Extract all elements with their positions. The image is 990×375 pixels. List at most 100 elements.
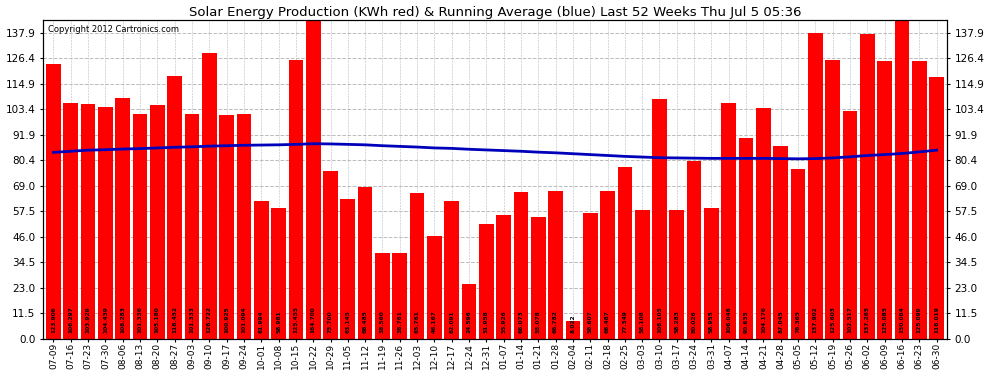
Text: 76.365: 76.365 [796, 310, 801, 333]
Text: 66.782: 66.782 [553, 310, 558, 333]
Text: 66.073: 66.073 [519, 311, 524, 333]
Bar [583, 213, 598, 339]
Text: 80.026: 80.026 [692, 311, 697, 333]
Bar [219, 115, 234, 339]
Text: 24.596: 24.596 [466, 311, 471, 333]
Text: 58.981: 58.981 [276, 311, 281, 333]
Bar [357, 187, 372, 339]
Bar [288, 60, 303, 339]
Bar [635, 210, 649, 339]
Text: 68.485: 68.485 [362, 310, 367, 333]
Bar [271, 208, 286, 339]
Bar [756, 108, 771, 339]
Text: 137.902: 137.902 [813, 307, 818, 333]
Text: 77.349: 77.349 [623, 311, 628, 333]
Text: 46.167: 46.167 [432, 310, 437, 333]
Text: 104.439: 104.439 [103, 307, 108, 333]
Bar [514, 192, 529, 339]
Text: 105.929: 105.929 [85, 307, 91, 333]
Bar [808, 33, 823, 339]
Text: 128.722: 128.722 [207, 306, 212, 333]
Bar [826, 60, 840, 339]
Bar [548, 190, 563, 339]
Text: 66.487: 66.487 [605, 310, 610, 333]
Bar [877, 61, 892, 339]
Text: 38.560: 38.560 [380, 311, 385, 333]
Bar [842, 111, 857, 339]
Bar [531, 217, 545, 339]
Bar [116, 98, 130, 339]
Text: 56.607: 56.607 [588, 311, 593, 333]
Text: 58.955: 58.955 [709, 311, 714, 333]
Text: 164.700: 164.700 [311, 307, 316, 333]
Bar [427, 237, 442, 339]
Text: 118.452: 118.452 [172, 306, 177, 333]
Bar [669, 210, 684, 339]
Bar [461, 284, 476, 339]
Bar [895, 6, 909, 339]
Bar [722, 104, 737, 339]
Text: 87.045: 87.045 [778, 311, 783, 333]
Text: 108.105: 108.105 [657, 307, 662, 333]
Bar [167, 76, 182, 339]
Text: 106.046: 106.046 [727, 307, 732, 333]
Text: 125.099: 125.099 [917, 307, 922, 333]
Bar [150, 105, 164, 339]
Text: 63.145: 63.145 [346, 310, 350, 333]
Bar [773, 146, 788, 339]
Bar [445, 201, 459, 339]
Text: 51.958: 51.958 [484, 311, 489, 333]
Bar [860, 34, 874, 339]
Bar [341, 199, 355, 339]
Text: 125.603: 125.603 [831, 307, 836, 333]
Text: 101.333: 101.333 [189, 307, 194, 333]
Text: 125.455: 125.455 [293, 306, 298, 333]
Text: 38.761: 38.761 [397, 310, 402, 333]
Text: 61.994: 61.994 [258, 311, 263, 333]
Bar [253, 201, 268, 339]
Bar [479, 224, 494, 339]
Bar [237, 114, 251, 339]
Text: 100.925: 100.925 [224, 307, 229, 333]
Bar [202, 53, 217, 339]
Text: 118.019: 118.019 [934, 307, 940, 333]
Text: 8.022: 8.022 [570, 315, 575, 333]
Bar [704, 208, 719, 339]
Bar [652, 99, 667, 339]
Bar [47, 64, 60, 339]
Title: Solar Energy Production (KWh red) & Running Average (blue) Last 52 Weeks Thu Jul: Solar Energy Production (KWh red) & Runn… [189, 6, 801, 18]
Bar [410, 193, 425, 339]
Text: 102.517: 102.517 [847, 307, 852, 333]
Text: 65.761: 65.761 [415, 310, 420, 333]
Bar [323, 171, 338, 339]
Bar [565, 321, 580, 339]
Text: 58.283: 58.283 [674, 310, 679, 333]
Text: 58.108: 58.108 [640, 311, 644, 333]
Bar [63, 103, 78, 339]
Bar [739, 138, 753, 339]
Bar [306, 0, 321, 339]
Text: 90.635: 90.635 [743, 311, 748, 333]
Text: 75.700: 75.700 [328, 311, 333, 333]
Bar [791, 170, 806, 339]
Text: 150.084: 150.084 [899, 307, 905, 333]
Bar [496, 215, 511, 339]
Text: 55.926: 55.926 [501, 311, 506, 333]
Text: 137.265: 137.265 [865, 306, 870, 333]
Bar [618, 167, 633, 339]
Bar [687, 161, 702, 339]
Text: 101.336: 101.336 [138, 307, 143, 333]
Text: Copyright 2012 Cartronics.com: Copyright 2012 Cartronics.com [48, 24, 178, 33]
Text: 106.297: 106.297 [68, 307, 73, 333]
Text: 125.085: 125.085 [882, 307, 887, 333]
Text: 123.906: 123.906 [50, 307, 56, 333]
Bar [392, 253, 407, 339]
Bar [81, 104, 95, 339]
Bar [184, 114, 199, 339]
Bar [930, 77, 943, 339]
Text: 105.180: 105.180 [154, 307, 159, 333]
Bar [912, 61, 927, 339]
Text: 101.094: 101.094 [242, 307, 247, 333]
Bar [133, 114, 148, 339]
Text: 104.176: 104.176 [761, 307, 766, 333]
